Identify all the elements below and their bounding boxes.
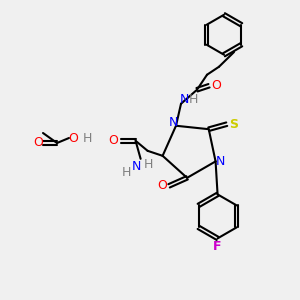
Text: N: N <box>132 160 141 173</box>
Text: H: H <box>188 93 198 106</box>
Text: O: O <box>68 131 78 145</box>
Text: N: N <box>216 155 225 168</box>
Text: H: H <box>144 158 153 171</box>
Text: F: F <box>213 240 222 253</box>
Text: O: O <box>109 134 118 147</box>
Text: N: N <box>179 93 189 106</box>
Text: S: S <box>229 118 238 131</box>
Text: H: H <box>122 166 131 179</box>
Text: H: H <box>82 131 92 145</box>
Text: O: O <box>211 79 221 92</box>
Text: O: O <box>157 179 167 192</box>
Text: N: N <box>168 116 178 129</box>
Text: O: O <box>33 136 43 149</box>
